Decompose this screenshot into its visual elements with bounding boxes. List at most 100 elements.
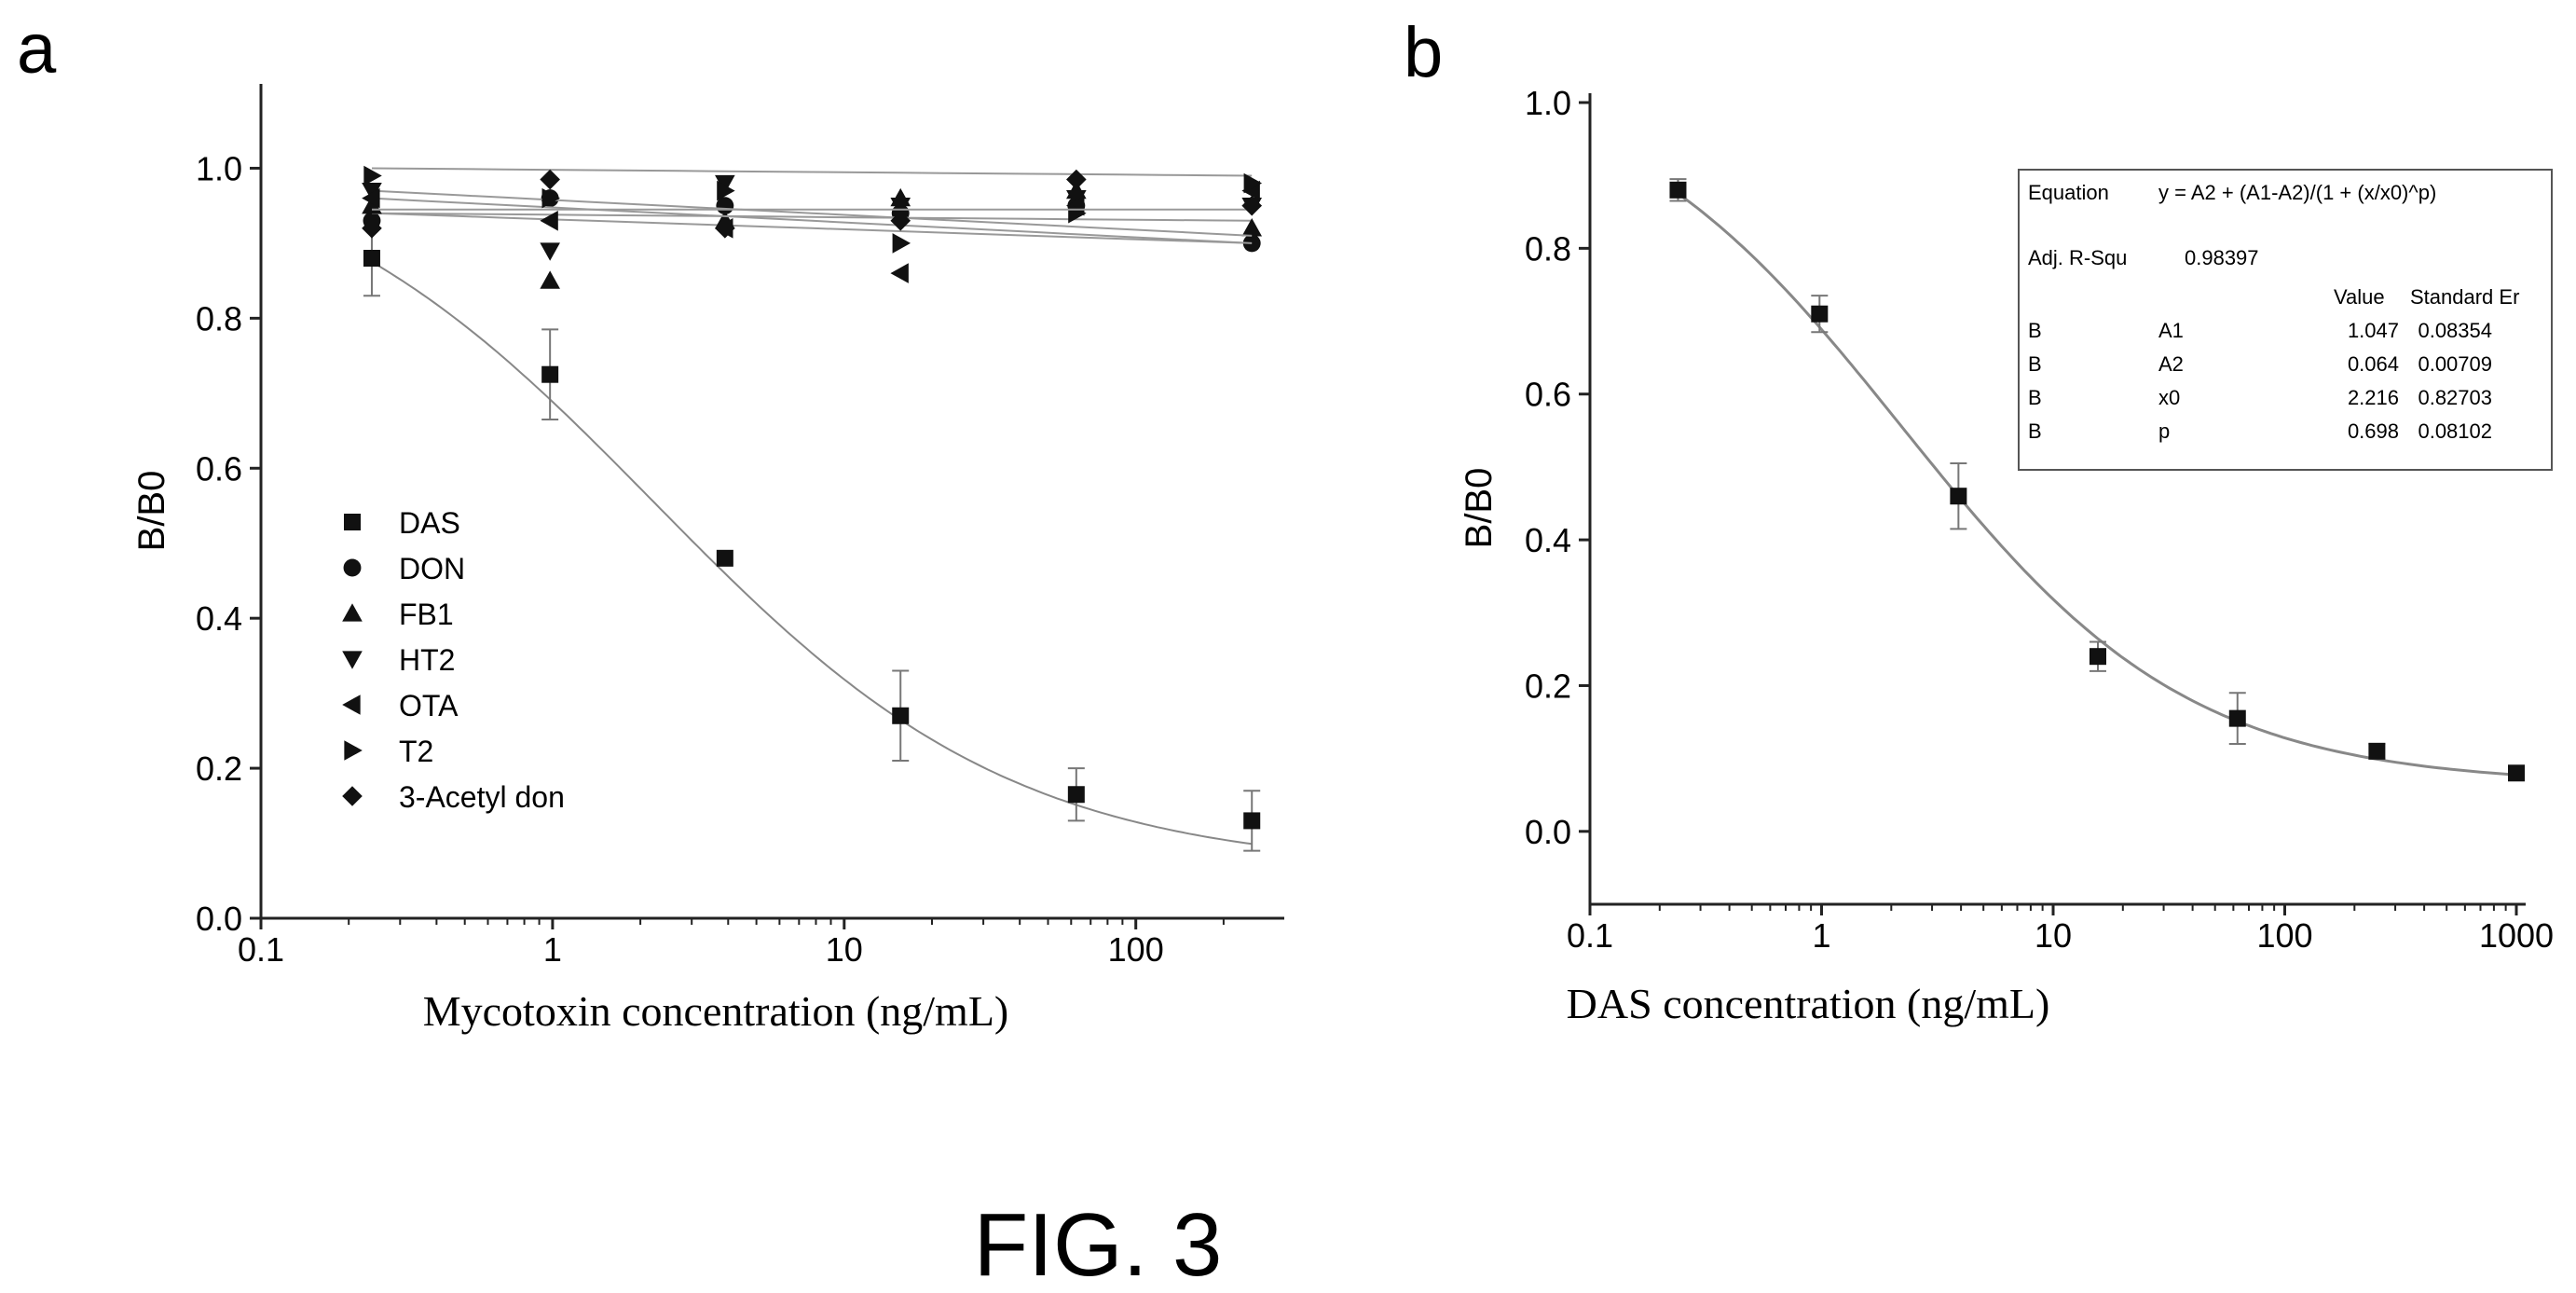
y-tick-label: 0.8 (196, 299, 242, 337)
data-point (363, 165, 382, 186)
data-point (890, 263, 909, 283)
data-point (716, 549, 733, 567)
legend-label: HT2 (399, 643, 455, 677)
panel-b: b 0.0 0.2 0.4 0.6 0.8 1.0 0.1 1 10 100 1000 B/B0 D… (1404, 13, 2554, 1027)
y-tick-label: 0.4 (1525, 521, 1571, 559)
data-point (892, 233, 911, 254)
fit-results-table: Equation y = A2 + (A1-A2)/(1 + (x/x0)^p)… (2018, 169, 2553, 471)
fit-row-series: B (2028, 352, 2042, 376)
data-point (890, 210, 911, 231)
fit-r2-value: 0.98397 (2185, 246, 2259, 269)
fit-row-value: 0.698 (2348, 420, 2399, 443)
data-point (1241, 195, 1263, 216)
fit-stderr-header: Standard Er (2410, 285, 2519, 309)
fit-equation-label: Equation (2028, 181, 2109, 204)
panel-b-letter: b (1404, 13, 1443, 92)
x-tick-label: 0.1 (1567, 916, 1613, 955)
legend-marker (343, 558, 362, 577)
legend-label: DON (399, 552, 465, 585)
panel-a-letter: a (17, 9, 57, 89)
data-point (1243, 812, 1261, 830)
data-point (2228, 709, 2246, 727)
x-tick-label: 100 (2256, 916, 2312, 955)
fit-row-value: 0.064 (2348, 352, 2399, 376)
fit-table-row: B p 0.698 0.08102 (2028, 420, 2492, 443)
legend-marker (344, 740, 363, 761)
panel-b-plot-area: 0.0 0.2 0.4 0.6 0.8 1.0 0.1 1 10 100 1000 (1525, 84, 2554, 955)
legend-label: OTA (399, 689, 459, 722)
fit-curve (371, 261, 1253, 846)
fit-equation: y = A2 + (A1-A2)/(1 + (x/x0)^p) (2158, 181, 2436, 204)
panel-a-legend: DAS DON FB1 HT2 OTA T2 3-Acetyl don (342, 506, 565, 814)
panel-a-x-axis-title: Mycotoxin concentration (ng/mL) (423, 987, 1009, 1035)
x-tick-label: 100 (1108, 930, 1164, 969)
data-point (890, 198, 911, 216)
data-point (541, 187, 560, 209)
y-tick-label: 1.0 (1525, 84, 1571, 122)
fit-row-value: 1.047 (2348, 319, 2399, 342)
data-point (717, 180, 735, 201)
data-point (715, 174, 735, 194)
trend-curve (371, 167, 1253, 177)
trend-curve (371, 189, 1253, 237)
fit-table-row: B x0 2.216 0.82703 (2028, 386, 2492, 409)
y-tick-label: 0.2 (1525, 667, 1571, 705)
data-point (540, 270, 560, 289)
trend-curve (371, 212, 1253, 244)
data-point (541, 365, 559, 383)
data-point (1950, 488, 1967, 505)
data-point (540, 210, 558, 231)
x-tick-label: 1 (1812, 916, 1830, 955)
fit-row-stderr: 0.82703 (2418, 386, 2492, 409)
trend-curve (371, 212, 1253, 222)
data-point (1811, 305, 1829, 323)
figure-caption: FIG. 3 (974, 1195, 1223, 1293)
panel-b-x-axis-title: DAS concentration (ng/mL) (1567, 980, 2050, 1027)
data-point (362, 218, 382, 239)
data-point (2368, 742, 2386, 760)
panel-a: a 0.0 0.2 0.4 0.6 0.8 1.0 0.1 1 10 100 B/B0 Mycot… (17, 9, 1284, 1035)
data-point (1241, 218, 1263, 237)
legend-marker (342, 603, 363, 622)
y-tick-label: 0.0 (196, 900, 242, 938)
data-point (1068, 202, 1087, 224)
fit-row-param: x0 (2158, 386, 2180, 409)
panel-a-y-axis-title: B/B0 (131, 471, 172, 552)
fit-row-series: B (2028, 386, 2042, 409)
data-point (540, 169, 560, 190)
x-tick-label: 1 (543, 930, 562, 969)
data-point (1066, 189, 1087, 209)
data-point (2508, 764, 2525, 782)
x-tick-label: 0.1 (238, 930, 284, 969)
data-point (1066, 169, 1087, 190)
x-tick-label: 1000 (2479, 916, 2554, 955)
y-tick-label: 0.8 (1525, 229, 1571, 268)
fit-row-param: A1 (2158, 319, 2184, 342)
data-point (362, 187, 380, 209)
data-point (715, 218, 735, 239)
fit-row-series: B (2028, 420, 2042, 443)
fit-row-series: B (2028, 319, 2042, 342)
y-tick-label: 0.4 (196, 599, 242, 638)
x-tick-label: 10 (826, 930, 863, 969)
fit-row-stderr: 0.00709 (2418, 352, 2492, 376)
fit-r2-label: Adj. R-Squ (2028, 246, 2127, 269)
y-tick-label: 0.6 (196, 449, 242, 488)
data-point (1669, 181, 1687, 199)
data-point (1243, 172, 1263, 194)
y-tick-label: 0.2 (196, 750, 242, 788)
legend-marker (342, 651, 363, 669)
data-point (540, 242, 560, 261)
legend-label: 3-Acetyl don (399, 780, 565, 814)
fit-row-param: p (2158, 420, 2170, 443)
legend-label: FB1 (399, 598, 454, 631)
y-tick-label: 0.0 (1525, 813, 1571, 851)
fit-table-border (2018, 169, 2553, 471)
legend-marker (344, 514, 361, 530)
data-point (1067, 786, 1085, 804)
data-point (892, 707, 910, 724)
fit-row-stderr: 0.08102 (2418, 420, 2492, 443)
fit-value-header: Value (2334, 285, 2385, 309)
y-tick-label: 0.6 (1525, 376, 1571, 414)
